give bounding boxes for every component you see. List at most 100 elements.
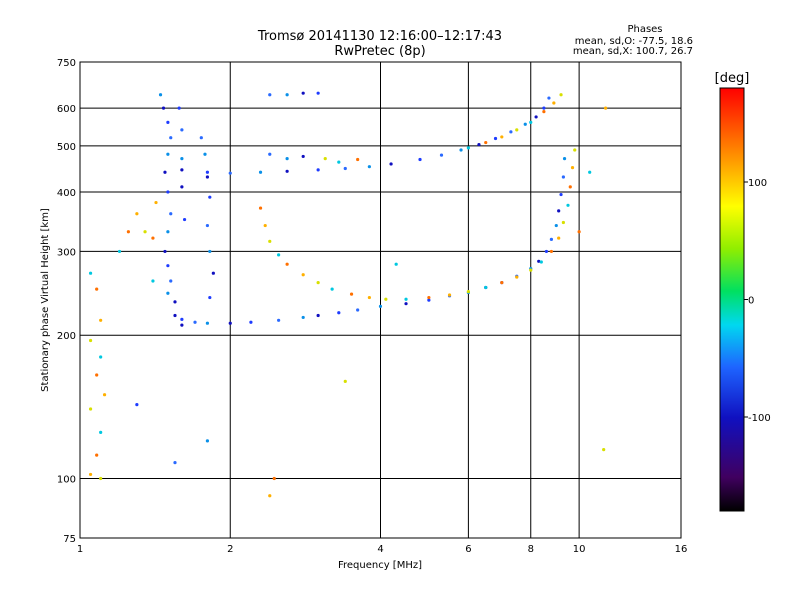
data-point — [301, 91, 305, 95]
x-tick-label: 4 — [377, 544, 383, 555]
data-point — [166, 120, 170, 124]
y-tick-label: 400 — [57, 188, 76, 199]
data-point — [272, 476, 276, 481]
x-tick-label: 10 — [573, 544, 586, 555]
data-point — [537, 259, 541, 263]
data-point — [356, 308, 360, 312]
data-point — [404, 302, 408, 306]
data-point — [577, 230, 581, 234]
data-point — [228, 171, 232, 175]
data-point — [343, 379, 347, 383]
data-point — [301, 315, 305, 320]
plot-frame — [79, 61, 682, 539]
data-point — [367, 295, 371, 300]
data-point — [126, 230, 130, 234]
x-tick-label: 8 — [528, 544, 534, 555]
data-point — [166, 190, 170, 194]
y-tick-label: 600 — [57, 104, 76, 115]
colorbar-tick-label: 100 — [748, 178, 767, 189]
data-point — [143, 230, 147, 234]
data-point — [439, 153, 444, 157]
data-point — [277, 253, 281, 257]
data-point — [163, 249, 167, 254]
data-point — [568, 185, 572, 189]
data-point — [459, 148, 463, 152]
colorbar-tick-label: -100 — [748, 413, 771, 424]
data-point — [263, 223, 267, 228]
data-point — [166, 230, 170, 234]
data-points — [88, 91, 608, 498]
data-point — [208, 195, 212, 199]
data-point — [163, 170, 167, 174]
data-point — [180, 185, 184, 189]
data-point — [135, 402, 139, 407]
data-point — [349, 292, 354, 296]
data-point — [285, 157, 289, 161]
data-point — [562, 157, 567, 161]
data-point — [95, 287, 99, 291]
data-point — [285, 93, 289, 97]
data-point — [316, 91, 320, 95]
data-point — [173, 300, 177, 304]
data-point — [539, 260, 543, 264]
data-point — [211, 271, 215, 275]
data-point — [180, 323, 184, 327]
data-point — [573, 148, 577, 152]
data-point — [515, 275, 519, 279]
data-point — [102, 393, 107, 397]
data-point — [484, 285, 488, 290]
data-point — [228, 321, 232, 325]
x-tick-label: 2 — [227, 544, 233, 555]
data-point — [515, 128, 519, 132]
data-point — [169, 279, 173, 283]
y-axis-label: Stationary phase Virtual Height [km] — [40, 208, 51, 392]
data-point — [418, 157, 422, 162]
data-point — [557, 209, 561, 213]
data-point — [99, 355, 103, 359]
x-tick-label: 16 — [675, 544, 688, 555]
data-point — [99, 476, 103, 481]
data-point — [316, 168, 320, 172]
data-point — [301, 273, 305, 277]
colorbar — [719, 87, 745, 512]
data-point — [427, 295, 431, 300]
x-tick-label: 1 — [77, 544, 83, 555]
chart-subtitle: RwPretec (8p) — [334, 44, 425, 59]
data-point — [529, 268, 533, 272]
data-point — [182, 217, 187, 222]
data-point — [356, 157, 360, 162]
data-point — [166, 264, 170, 268]
data-point — [561, 175, 565, 179]
data-point — [544, 249, 549, 254]
data-point — [523, 122, 527, 126]
data-point — [285, 169, 289, 173]
data-point — [466, 146, 470, 150]
data-point — [447, 293, 452, 297]
data-point — [277, 318, 281, 322]
data-point — [427, 298, 431, 302]
data-point — [602, 448, 606, 452]
data-point — [99, 318, 103, 322]
y-tick-label: 75 — [63, 534, 76, 545]
data-point — [378, 304, 383, 308]
data-point — [394, 262, 398, 266]
data-point — [500, 135, 504, 139]
data-point — [493, 136, 498, 141]
data-point — [99, 430, 103, 434]
data-point — [203, 152, 207, 156]
data-point — [268, 152, 272, 156]
data-point — [500, 280, 504, 285]
data-point — [249, 320, 253, 324]
phases-heading: Phases — [627, 24, 662, 35]
data-point — [135, 212, 139, 216]
data-point — [268, 93, 272, 97]
data-point — [477, 142, 481, 147]
data-point — [570, 166, 575, 170]
data-point — [559, 93, 563, 97]
data-point — [330, 287, 334, 291]
data-point — [559, 192, 563, 197]
data-point — [367, 165, 371, 169]
data-point — [268, 239, 272, 243]
grid-lines — [80, 62, 681, 538]
